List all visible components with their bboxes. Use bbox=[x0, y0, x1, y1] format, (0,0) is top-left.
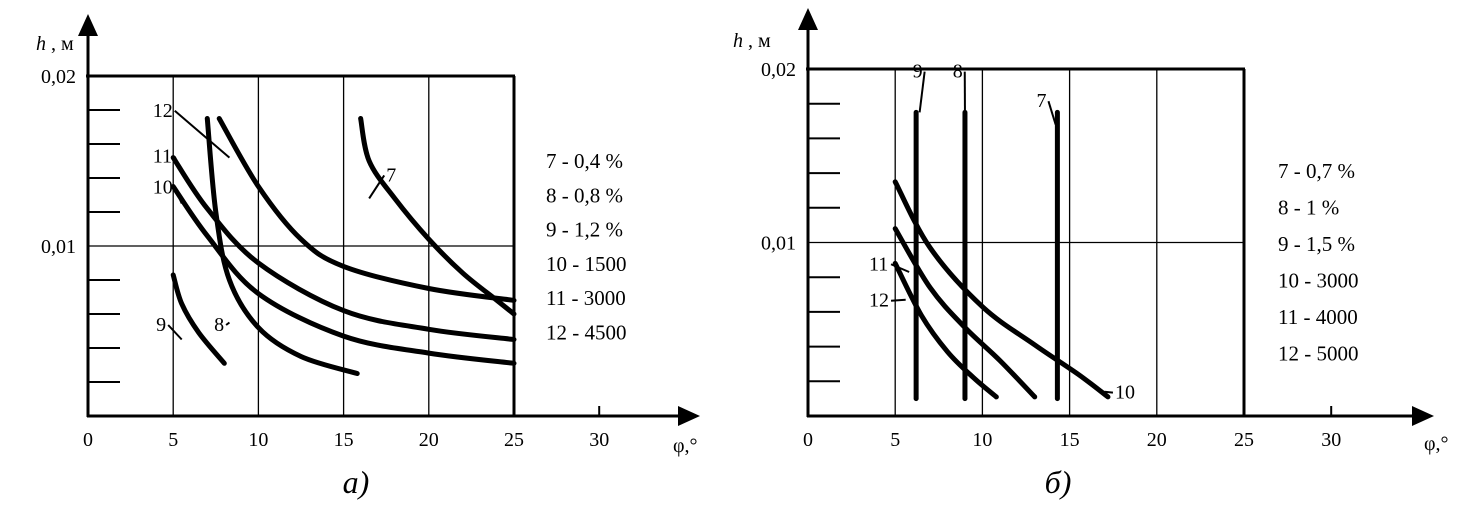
curve-label-leader bbox=[918, 71, 926, 113]
curve-label-leader bbox=[368, 174, 386, 199]
curve-label-12: 12 bbox=[869, 290, 889, 312]
x-axis-title: φ,° bbox=[673, 435, 698, 457]
x-tick-label: 0 bbox=[803, 429, 813, 451]
curve-label-10: 10 bbox=[153, 176, 173, 198]
y-axis-arrow-icon bbox=[798, 8, 818, 30]
curve-label-8: 8 bbox=[214, 314, 224, 336]
legend-entry: 12 - 4500 bbox=[546, 321, 627, 345]
curve-label-leader bbox=[890, 298, 906, 302]
legend-entry: 11 - 4000 bbox=[1278, 305, 1358, 329]
curve-label-11: 11 bbox=[869, 253, 888, 275]
legend-entry: 11 - 3000 bbox=[546, 286, 626, 310]
curve-label-9: 9 bbox=[913, 61, 923, 83]
curve-label-7: 7 bbox=[386, 164, 396, 186]
y-axis-title: h , м bbox=[733, 30, 771, 52]
curve-label-leader bbox=[173, 186, 183, 204]
x-tick-label: 5 bbox=[890, 429, 900, 451]
chart-2: 0 5 10 15 20 25 30 0,01 0,02 h , м φ,° 7 8 9 10 11 12 7 -… bbox=[733, 8, 1449, 500]
legend-entry: 9 - 1,5 % bbox=[1278, 232, 1355, 256]
curve-label-12: 12 bbox=[153, 100, 173, 122]
x-tick-label: 10 bbox=[248, 429, 268, 451]
x-axis-title: φ,° bbox=[1424, 433, 1449, 455]
y-tick-label: 0,01 bbox=[761, 233, 796, 255]
legend-entry: 10 - 3000 bbox=[1278, 269, 1359, 293]
series-9 bbox=[170, 272, 227, 366]
series-11 bbox=[170, 155, 517, 342]
chart-caption: а) bbox=[343, 464, 370, 500]
x-axis-arrow-icon bbox=[678, 406, 700, 426]
curve-label-11: 11 bbox=[153, 146, 172, 168]
chart-caption: б) bbox=[1045, 464, 1072, 500]
legend-entry: 7 - 0,4 % bbox=[546, 149, 623, 173]
series-8 bbox=[204, 116, 360, 376]
curve-label-leader bbox=[173, 156, 183, 174]
curve-label-leader bbox=[225, 321, 231, 326]
series-12 bbox=[216, 116, 517, 303]
x-tick-label: 20 bbox=[1147, 429, 1167, 451]
x-tick-label: 20 bbox=[419, 429, 439, 451]
curve-label-10: 10 bbox=[1115, 382, 1135, 404]
curve-label-leader bbox=[167, 324, 183, 341]
series-7 bbox=[358, 116, 517, 317]
curve-label-8: 8 bbox=[953, 61, 963, 83]
legend-entry: 8 - 0,8 % bbox=[546, 183, 623, 207]
x-tick-label: 25 bbox=[1234, 429, 1254, 451]
x-tick-label: 0 bbox=[83, 429, 93, 451]
legend-entry: 12 - 5000 bbox=[1278, 342, 1359, 366]
curve-label-leader bbox=[1104, 390, 1114, 394]
x-tick-label: 15 bbox=[334, 429, 354, 451]
x-axis-arrow-icon bbox=[1412, 406, 1434, 426]
series-11 bbox=[892, 226, 1038, 400]
x-tick-label: 25 bbox=[504, 429, 524, 451]
legend-entry: 8 - 1 % bbox=[1278, 196, 1339, 220]
legend-entry: 10 - 1500 bbox=[546, 252, 627, 276]
chart-1: 0 5 10 15 20 25 30 0,01 0,02 h , м φ,° 7 8 9 10 11 12 7 -… bbox=[36, 14, 700, 500]
y-axis-arrow-icon bbox=[78, 14, 98, 36]
x-tick-label: 5 bbox=[168, 429, 178, 451]
curve-label-leader bbox=[1047, 100, 1057, 125]
x-tick-label: 10 bbox=[972, 429, 992, 451]
curve-label-leader bbox=[174, 110, 231, 159]
x-tick-label: 30 bbox=[589, 429, 609, 451]
legend-entry: 7 - 0,7 % bbox=[1278, 159, 1355, 183]
y-tick-label: 0,02 bbox=[761, 59, 796, 81]
curve-label-9: 9 bbox=[156, 314, 166, 336]
x-tick-label: 30 bbox=[1321, 429, 1341, 451]
curve-label-7: 7 bbox=[1036, 90, 1046, 112]
x-tick-label: 15 bbox=[1060, 429, 1080, 451]
y-tick-label: 0,02 bbox=[41, 66, 76, 88]
y-tick-label: 0,01 bbox=[41, 236, 76, 258]
y-axis-title: h , м bbox=[36, 33, 74, 55]
series-12 bbox=[892, 260, 999, 400]
legend-entry: 9 - 1,2 % bbox=[546, 218, 623, 242]
series-10 bbox=[892, 179, 1111, 400]
series-10 bbox=[170, 184, 517, 366]
curve-label-leader bbox=[890, 263, 910, 273]
